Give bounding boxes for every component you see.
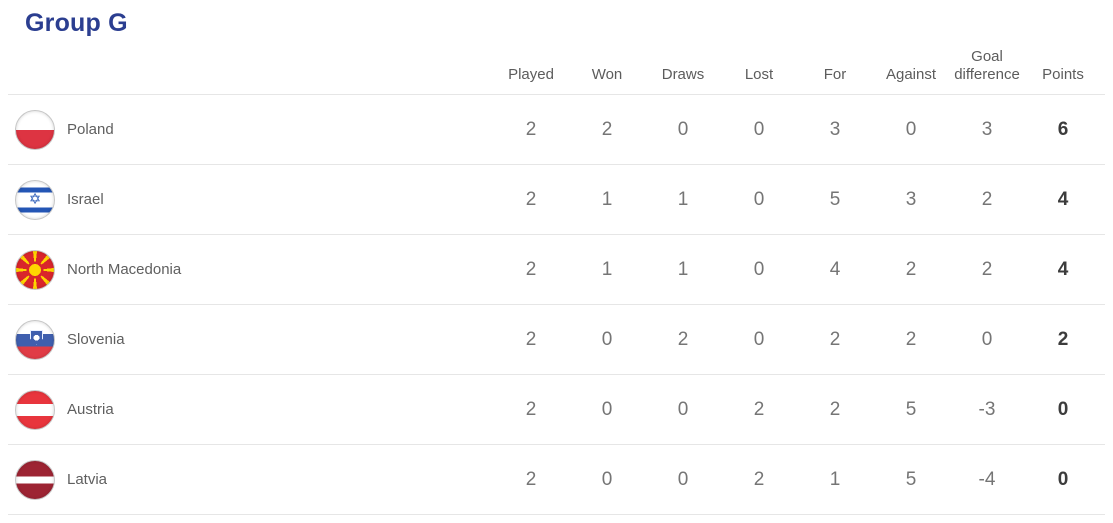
column-header-draws: Draws (661, 66, 705, 84)
cell-points: 6 (1057, 118, 1069, 140)
cell-draws: 0 (677, 468, 689, 490)
cell-lost: 2 (753, 398, 765, 420)
cell-draws: 1 (677, 188, 689, 210)
team-name: North Macedonia (67, 261, 182, 278)
star-of-david-icon: ✡ (28, 190, 42, 208)
cell-lost: 0 (753, 118, 765, 140)
slovenia-flag-icon (15, 319, 55, 360)
cell-lost: 0 (753, 258, 765, 280)
cell-against: 3 (905, 188, 917, 210)
team-name: Israel (67, 191, 104, 208)
cell-won: 0 (601, 328, 613, 350)
column-header-for: For (823, 66, 847, 84)
latvia-flag-icon (15, 459, 55, 500)
cell-for: 2 (829, 328, 841, 350)
table-row: Poland 2 2 0 0 3 0 3 6 (8, 95, 1105, 165)
cell-for: 2 (829, 398, 841, 420)
cell-points: 4 (1057, 258, 1069, 280)
north-macedonia-flag-icon (15, 249, 55, 290)
israel-flag-icon: ✡ (15, 179, 55, 220)
cell-played: 2 (525, 258, 537, 280)
team-name: Slovenia (67, 331, 125, 348)
standings-table: Played Won Draws Lost For Against Goal d… (8, 38, 1105, 515)
table-row: Slovenia 2 0 2 0 2 2 0 2 (8, 305, 1105, 375)
table-row: Austria 2 0 0 2 2 5 -3 0 (8, 375, 1105, 445)
cell-for: 4 (829, 258, 841, 280)
cell-for: 1 (829, 468, 841, 490)
cell-draws: 1 (677, 258, 689, 280)
austria-flag-icon (15, 389, 55, 430)
team-cell-north-macedonia[interactable]: North Macedonia (15, 249, 493, 290)
team-cell-poland[interactable]: Poland (15, 109, 493, 150)
poland-flag-icon (15, 109, 55, 150)
cell-played: 2 (525, 188, 537, 210)
cell-against: 2 (905, 328, 917, 350)
table-header-row: Played Won Draws Lost For Against Goal d… (8, 38, 1105, 95)
cell-for: 3 (829, 118, 841, 140)
cell-lost: 0 (753, 328, 765, 350)
cell-played: 2 (525, 468, 537, 490)
cell-points: 4 (1057, 188, 1069, 210)
column-header-won: Won (591, 66, 623, 84)
cell-against: 0 (905, 118, 917, 140)
column-header-goal-difference: Goal difference (954, 47, 1020, 84)
cell-won: 2 (601, 118, 613, 140)
cell-played: 2 (525, 398, 537, 420)
column-header-points: Points (1042, 66, 1084, 84)
cell-draws: 0 (677, 118, 689, 140)
team-cell-slovenia[interactable]: Slovenia (15, 319, 493, 360)
cell-points: 0 (1057, 468, 1069, 490)
cell-points: 0 (1057, 398, 1069, 420)
cell-lost: 0 (753, 188, 765, 210)
cell-won: 1 (601, 258, 613, 280)
table-row: Latvia 2 0 0 2 1 5 -4 0 (8, 445, 1105, 515)
team-cell-latvia[interactable]: Latvia (15, 459, 493, 500)
cell-goal-difference: 0 (981, 328, 993, 350)
cell-goal-difference: 2 (981, 188, 993, 210)
cell-played: 2 (525, 328, 537, 350)
cell-against: 2 (905, 258, 917, 280)
cell-against: 5 (905, 468, 917, 490)
page-title: Group G (25, 9, 128, 37)
cell-goal-difference: 3 (981, 118, 993, 140)
column-header-played: Played (508, 66, 554, 84)
cell-won: 1 (601, 188, 613, 210)
cell-for: 5 (829, 188, 841, 210)
team-name: Latvia (67, 471, 108, 488)
column-header-against: Against (885, 66, 937, 84)
team-cell-austria[interactable]: Austria (15, 389, 493, 430)
table-row: ✡ Israel 2 1 1 0 5 3 2 4 (8, 165, 1105, 235)
cell-lost: 2 (753, 468, 765, 490)
table-row: North Macedonia 2 1 1 0 4 2 2 4 (8, 235, 1105, 305)
cell-played: 2 (525, 118, 537, 140)
team-cell-israel[interactable]: ✡ Israel (15, 179, 493, 220)
cell-won: 0 (601, 468, 613, 490)
cell-goal-difference: -4 (978, 468, 996, 490)
cell-goal-difference: 2 (981, 258, 993, 280)
team-name: Austria (67, 401, 114, 418)
cell-against: 5 (905, 398, 917, 420)
cell-goal-difference: -3 (978, 398, 996, 420)
team-name: Poland (67, 121, 114, 138)
cell-won: 0 (601, 398, 613, 420)
cell-draws: 2 (677, 328, 689, 350)
cell-draws: 0 (677, 398, 689, 420)
cell-points: 2 (1057, 328, 1069, 350)
column-header-lost: Lost (744, 66, 774, 84)
